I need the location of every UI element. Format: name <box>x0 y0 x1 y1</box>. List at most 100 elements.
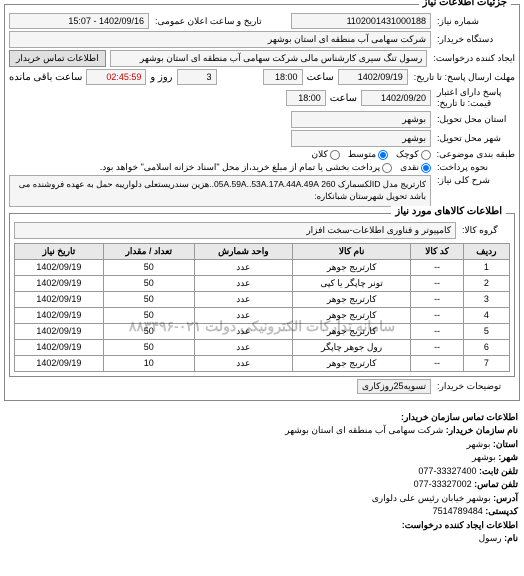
f-tel-label: تلفن ثابت: <box>479 466 518 476</box>
desc-value: کارتریج مدل IDلکسمارک 260 05A.59A..53A.1… <box>9 175 431 207</box>
goods-label: گروه کالا: <box>460 225 510 236</box>
deliver-prov-value: بوشهر <box>291 111 431 128</box>
table-wrap: ردیفکد کالانام کالاواحد شمارشتعداد / مقد… <box>14 243 510 372</box>
table-cell: 50 <box>103 339 194 355</box>
req-no-value: 1102001431000188 <box>291 13 431 29</box>
contact-buyer-button[interactable]: اطلاعات تماس خریدار <box>9 50 106 67</box>
table-cell: 1 <box>463 259 509 275</box>
table-cell: 2 <box>463 275 509 291</box>
table-cell: 50 <box>103 259 194 275</box>
table-cell: -- <box>411 355 463 371</box>
table-cell: عدد <box>194 339 292 355</box>
f-fax-label: تلفن تماس: <box>474 479 518 489</box>
col-header: واحد شمارش <box>194 243 292 259</box>
deliver-city-value: بوشهر <box>291 130 431 147</box>
time-remain-label: ساعت باقی مانده <box>9 72 82 83</box>
col-header: تعداد / مقدار <box>103 243 194 259</box>
req-no-label: شماره نیاز: <box>435 16 515 27</box>
deadline-date: 1402/09/19 <box>338 69 408 85</box>
row-deliver-prov: استان محل تحویل: بوشهر <box>9 111 515 128</box>
announce-value: 1402/09/16 - 15:07 <box>9 13 149 29</box>
col-header: کد کالا <box>411 243 463 259</box>
table-cell: کارتریج جوهر <box>292 259 411 275</box>
f-prov-label: استان: <box>493 439 518 449</box>
pack-label: طبقه بندی موضوعی: <box>435 149 515 160</box>
row-goods: گروه کالا: کامپیوتر و فناوری اطلاعات-سخت… <box>14 222 510 239</box>
footer-contact: اطلاعات تماس سازمان خریدار: نام سازمان خ… <box>0 405 524 552</box>
creator-value: رسول تنگ سیری کارشناس مالی شرکت سهامی آب… <box>110 50 428 67</box>
f-addr-label: آدرس: <box>493 493 518 503</box>
table-cell: تونر چاپگر یا کپی <box>292 275 411 291</box>
f-tel: 33327400-077 <box>418 466 476 476</box>
table-cell: -- <box>411 339 463 355</box>
buyer-org-value: شرکت سهامی آب منطقه ای استان بوشهر <box>9 31 431 48</box>
f-org: شرکت سهامی آب منطقه ای استان بوشهر <box>285 425 443 435</box>
announce-label: تاریخ و ساعت اعلان عمومی: <box>153 16 262 27</box>
row-buyer-notes: توضیحات خریدار: تسویه25روزکاری <box>9 379 515 394</box>
table-cell: 10 <box>103 355 194 371</box>
f-addr: بوشهر خیابان رئیس علی دلواری <box>372 493 491 503</box>
table-cell: -- <box>411 323 463 339</box>
table-cell: -- <box>411 291 463 307</box>
table-cell: 1402/09/19 <box>15 355 104 371</box>
table-cell: کارتریج جوهر <box>292 323 411 339</box>
table-cell: عدد <box>194 355 292 371</box>
row-pack: طبقه بندی موضوعی: کوچک متوسط کلان <box>9 149 515 160</box>
deadline-hour: 18:00 <box>263 69 303 85</box>
table-row: 7--کارتریج جوهرعدد101402/09/19 <box>15 355 510 371</box>
deadline-label: مهلت ارسال پاسخ: تا تاریخ: <box>412 72 515 83</box>
row-desc: شرح کلی نیاز: کارتریج مدل IDلکسمارک 260 … <box>9 175 515 207</box>
table-cell: 50 <box>103 275 194 291</box>
pay-cash-option[interactable]: نقدی <box>400 162 431 173</box>
days-remain-label: روز و <box>150 72 172 83</box>
catalog-panel: اطلاعات کالاهای مورد نیاز گروه کالا: کام… <box>9 213 515 377</box>
f-name: رسول <box>479 533 502 543</box>
table-cell: کارتریج جوهر <box>292 307 411 323</box>
row-req-no: شماره نیاز: 1102001431000188 تاریخ و ساع… <box>9 13 515 29</box>
days-remain: 3 <box>177 69 217 85</box>
table-cell: عدد <box>194 307 292 323</box>
table-cell: -- <box>411 307 463 323</box>
pack-radio-group: کوچک متوسط کلان <box>312 149 431 160</box>
goods-value: کامپیوتر و فناوری اطلاعات-سخت افزار <box>14 222 456 239</box>
f-name-label: نام: <box>504 533 518 543</box>
hour-label-1: ساعت <box>307 72 334 83</box>
f-post-label: کدپستی: <box>485 506 518 516</box>
table-cell: 5 <box>463 323 509 339</box>
pay-credit-option[interactable]: پرداخت بخشی یا تمام از مبلغ خرید،از محل … <box>100 162 392 173</box>
table-cell: 1402/09/19 <box>15 339 104 355</box>
table-cell: 1402/09/19 <box>15 259 104 275</box>
row-pay: نحوه پرداخت: نقدی پرداخت بخشی یا تمام از… <box>9 162 515 173</box>
table-row: 6--رول جوهر چاپگرعدد501402/09/19 <box>15 339 510 355</box>
table-cell: 50 <box>103 307 194 323</box>
footer-h2: اطلاعات ایجاد کننده درخواست: <box>6 519 518 533</box>
items-table: ردیفکد کالانام کالاواحد شمارشتعداد / مقد… <box>14 243 510 372</box>
pack-med-option[interactable]: متوسط <box>348 149 388 160</box>
table-row: 1--کارتریج جوهرعدد501402/09/19 <box>15 259 510 275</box>
f-fax: 33327002-077 <box>414 479 472 489</box>
row-creator: ایجاد کننده درخواست: رسول تنگ سیری کارشن… <box>9 50 515 67</box>
valid-date: 1402/09/20 <box>361 90 431 106</box>
pack-large-option[interactable]: کلان <box>312 149 340 160</box>
table-cell: عدد <box>194 259 292 275</box>
buyer-notes-label: توضیحات خریدار: <box>435 381 515 392</box>
f-org-label: نام سازمان خریدار: <box>446 425 518 435</box>
hour-label-2: ساعت <box>330 93 357 104</box>
buyer-notes-tag: تسویه25روزکاری <box>357 379 431 394</box>
f-city-label: شهر: <box>498 452 518 462</box>
col-header: تاریخ نیاز <box>15 243 104 259</box>
f-post: 7514789484 <box>433 506 483 516</box>
table-cell: کارتریج جوهر <box>292 291 411 307</box>
table-cell: 1402/09/19 <box>15 291 104 307</box>
pack-small-option[interactable]: کوچک <box>396 149 431 160</box>
row-deadline: مهلت ارسال پاسخ: تا تاریخ: 1402/09/19 سا… <box>9 69 515 85</box>
table-cell: 7 <box>463 355 509 371</box>
table-cell: عدد <box>194 275 292 291</box>
table-row: 4--کارتریج جوهرعدد501402/09/19 <box>15 307 510 323</box>
table-cell: 50 <box>103 291 194 307</box>
valid-label: پاسخ دارای اعتبار قیمت: تا تاریخ: <box>435 87 515 109</box>
valid-hour: 18:00 <box>286 90 326 106</box>
buyer-org-label: دستگاه خریدار: <box>435 34 515 45</box>
table-cell: -- <box>411 275 463 291</box>
table-cell: 1402/09/19 <box>15 307 104 323</box>
